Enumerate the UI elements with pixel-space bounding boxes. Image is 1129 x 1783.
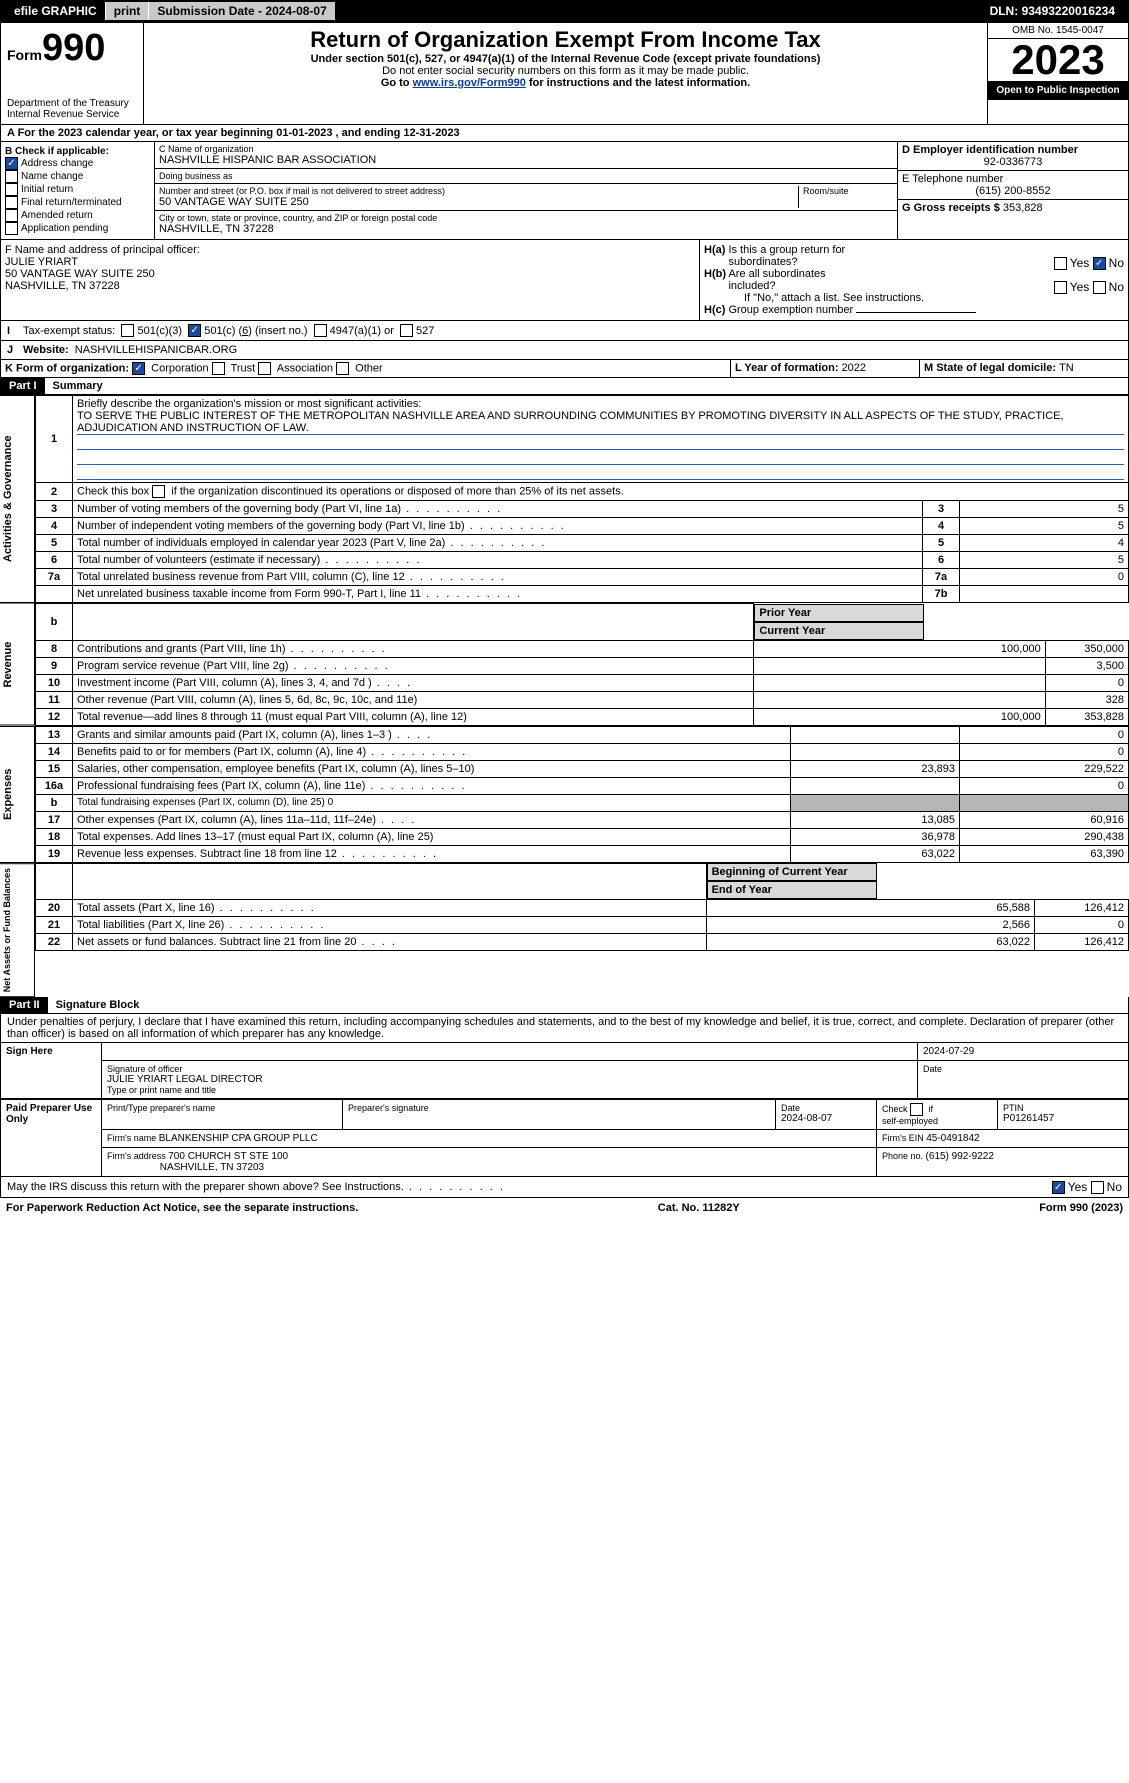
sidebar-na: Net Assets or Fund Balances — [0, 863, 35, 997]
table-row: 17Other expenses (Part IX, column (A), l… — [36, 811, 1129, 828]
gross-receipts: G Gross receipts $ 353,828 — [898, 200, 1128, 216]
table-row: 11Other revenue (Part VIII, column (A), … — [36, 691, 1129, 708]
goto-line: Go to www.irs.gov/Form990 for instructio… — [150, 77, 981, 89]
col-c: C Name of organization NASHVILLE HISPANI… — [155, 142, 897, 239]
table-row: bTotal fundraising expenses (Part IX, co… — [36, 794, 1129, 811]
h-b: H(b) Are all subordinates included? Yes … — [704, 268, 1124, 292]
declaration: Under penalties of perjury, I declare th… — [0, 1014, 1129, 1042]
col-de: D Employer identification number 92-0336… — [897, 142, 1128, 239]
section-fh: F Name and address of principal officer:… — [0, 240, 1129, 321]
officer-name: JULIE YRIART — [5, 256, 695, 268]
phone: (615) 200-8552 — [902, 185, 1124, 197]
chk-amended: Amended return — [5, 209, 150, 222]
discuss-line: May the IRS discuss this return with the… — [0, 1177, 1129, 1198]
form-number: Form990 — [7, 27, 137, 70]
firm-name: BLANKENSHIP CPA GROUP PLLC — [159, 1133, 318, 1144]
street: 50 VANTAGE WAY SUITE 250 — [159, 196, 794, 208]
city: NASHVILLE, TN 37228 — [159, 223, 893, 235]
table-row: 15Salaries, other compensation, employee… — [36, 760, 1129, 777]
website: NASHVILLEHISPANICBAR.ORG — [75, 344, 237, 356]
table-ag: 1 Briefly describe the organization's mi… — [35, 395, 1129, 603]
section-bcdeg: B Check if applicable: Address change Na… — [0, 142, 1129, 240]
table-row: 14Benefits paid to or for members (Part … — [36, 743, 1129, 760]
mission-text: TO SERVE THE PUBLIC INTEREST OF THE METR… — [77, 410, 1124, 435]
col-b: B Check if applicable: Address change Na… — [1, 142, 155, 239]
dept-treasury: Department of the Treasury — [7, 98, 137, 109]
form-subtitle: Under section 501(c), 527, or 4947(a)(1)… — [150, 53, 981, 65]
sign-here-table: Sign Here 2024-07-29 Signature of office… — [0, 1042, 1129, 1099]
chk-name: Name change — [5, 170, 150, 183]
page-footer: For Paperwork Reduction Act Notice, see … — [0, 1198, 1129, 1218]
table-row: 16aProfessional fundraising fees (Part I… — [36, 777, 1129, 794]
ssn-warning: Do not enter social security numbers on … — [150, 65, 981, 77]
print-button[interactable]: print — [105, 2, 149, 20]
submission-date: Submission Date - 2024-08-07 — [148, 2, 334, 20]
table-revenue: bPrior YearCurrent Year 8Contributions a… — [35, 603, 1129, 726]
line-i: I Tax-exempt status: 501(c)(3) 501(c) (6… — [0, 321, 1129, 341]
table-expenses: 13Grants and similar amounts paid (Part … — [35, 726, 1129, 863]
table-row: 3Number of voting members of the governi… — [36, 501, 1129, 518]
chk-final: Final return/terminated — [5, 196, 150, 209]
form-header: Form990 Department of the Treasury Inter… — [0, 22, 1129, 125]
sidebar-exp: Expenses — [0, 726, 35, 863]
chk-address: Address change — [5, 157, 150, 170]
tax-year: 2023 — [988, 39, 1128, 81]
table-row: 8Contributions and grants (Part VIII, li… — [36, 640, 1129, 657]
table-row: 4Number of independent voting members of… — [36, 518, 1129, 535]
org-name: NASHVILLE HISPANIC BAR ASSOCIATION — [159, 154, 893, 166]
paid-preparer-table: Paid Preparer Use Only Print/Type prepar… — [0, 1099, 1129, 1177]
table-row: 9Program service revenue (Part VIII, lin… — [36, 657, 1129, 674]
table-netassets: Beginning of Current YearEnd of Year 20T… — [35, 863, 1129, 952]
line-j: J Website: NASHVILLEHISPANICBAR.ORG — [0, 341, 1129, 360]
table-row: Net unrelated business taxable income fr… — [36, 586, 1129, 603]
dln: DLN: 93493220016234 — [982, 2, 1123, 20]
sidebar-ag: Activities & Governance — [0, 395, 35, 603]
part1-header: Part I Summary — [0, 378, 1129, 395]
table-row: 20Total assets (Part X, line 16)65,58812… — [36, 900, 1129, 917]
ein: 92-0336773 — [902, 156, 1124, 168]
chk-application: Application pending — [5, 222, 150, 235]
irs-label: Internal Revenue Service — [7, 109, 137, 120]
line-a: A For the 2023 calendar year, or tax yea… — [0, 125, 1129, 142]
public-inspection: Open to Public Inspection — [988, 81, 1128, 100]
irs-link[interactable]: www.irs.gov/Form990 — [413, 77, 526, 89]
table-row: 22Net assets or fund balances. Subtract … — [36, 934, 1129, 951]
table-row: 7aTotal unrelated business revenue from … — [36, 569, 1129, 586]
sign-date: 2024-07-29 — [918, 1042, 1129, 1060]
sidebar-rev: Revenue — [0, 603, 35, 726]
table-row: 6Total number of volunteers (estimate if… — [36, 552, 1129, 569]
chk-initial: Initial return — [5, 183, 150, 196]
part2-header: Part II Signature Block — [0, 997, 1129, 1014]
table-row: 21Total liabilities (Part X, line 26)2,5… — [36, 917, 1129, 934]
form-title: Return of Organization Exempt From Incom… — [150, 27, 981, 53]
table-row: 12Total revenue—add lines 8 through 11 (… — [36, 708, 1129, 725]
table-row: 18Total expenses. Add lines 13–17 (must … — [36, 828, 1129, 845]
table-row: 13Grants and similar amounts paid (Part … — [36, 726, 1129, 743]
line-klm: K Form of organization: Corporation Trus… — [0, 360, 1129, 378]
top-toolbar: efile GRAPHIC print Submission Date - 20… — [0, 0, 1129, 22]
table-row: 5Total number of individuals employed in… — [36, 535, 1129, 552]
table-row: 19Revenue less expenses. Subtract line 1… — [36, 845, 1129, 862]
h-a: H(a) Is this a group return for subordin… — [704, 244, 1124, 268]
officer-signature: JULIE YRIART LEGAL DIRECTOR — [107, 1074, 912, 1085]
efile-label: efile GRAPHIC — [6, 2, 105, 20]
h-c: H(c) Group exemption number — [704, 304, 1124, 316]
table-row: 10Investment income (Part VIII, column (… — [36, 674, 1129, 691]
